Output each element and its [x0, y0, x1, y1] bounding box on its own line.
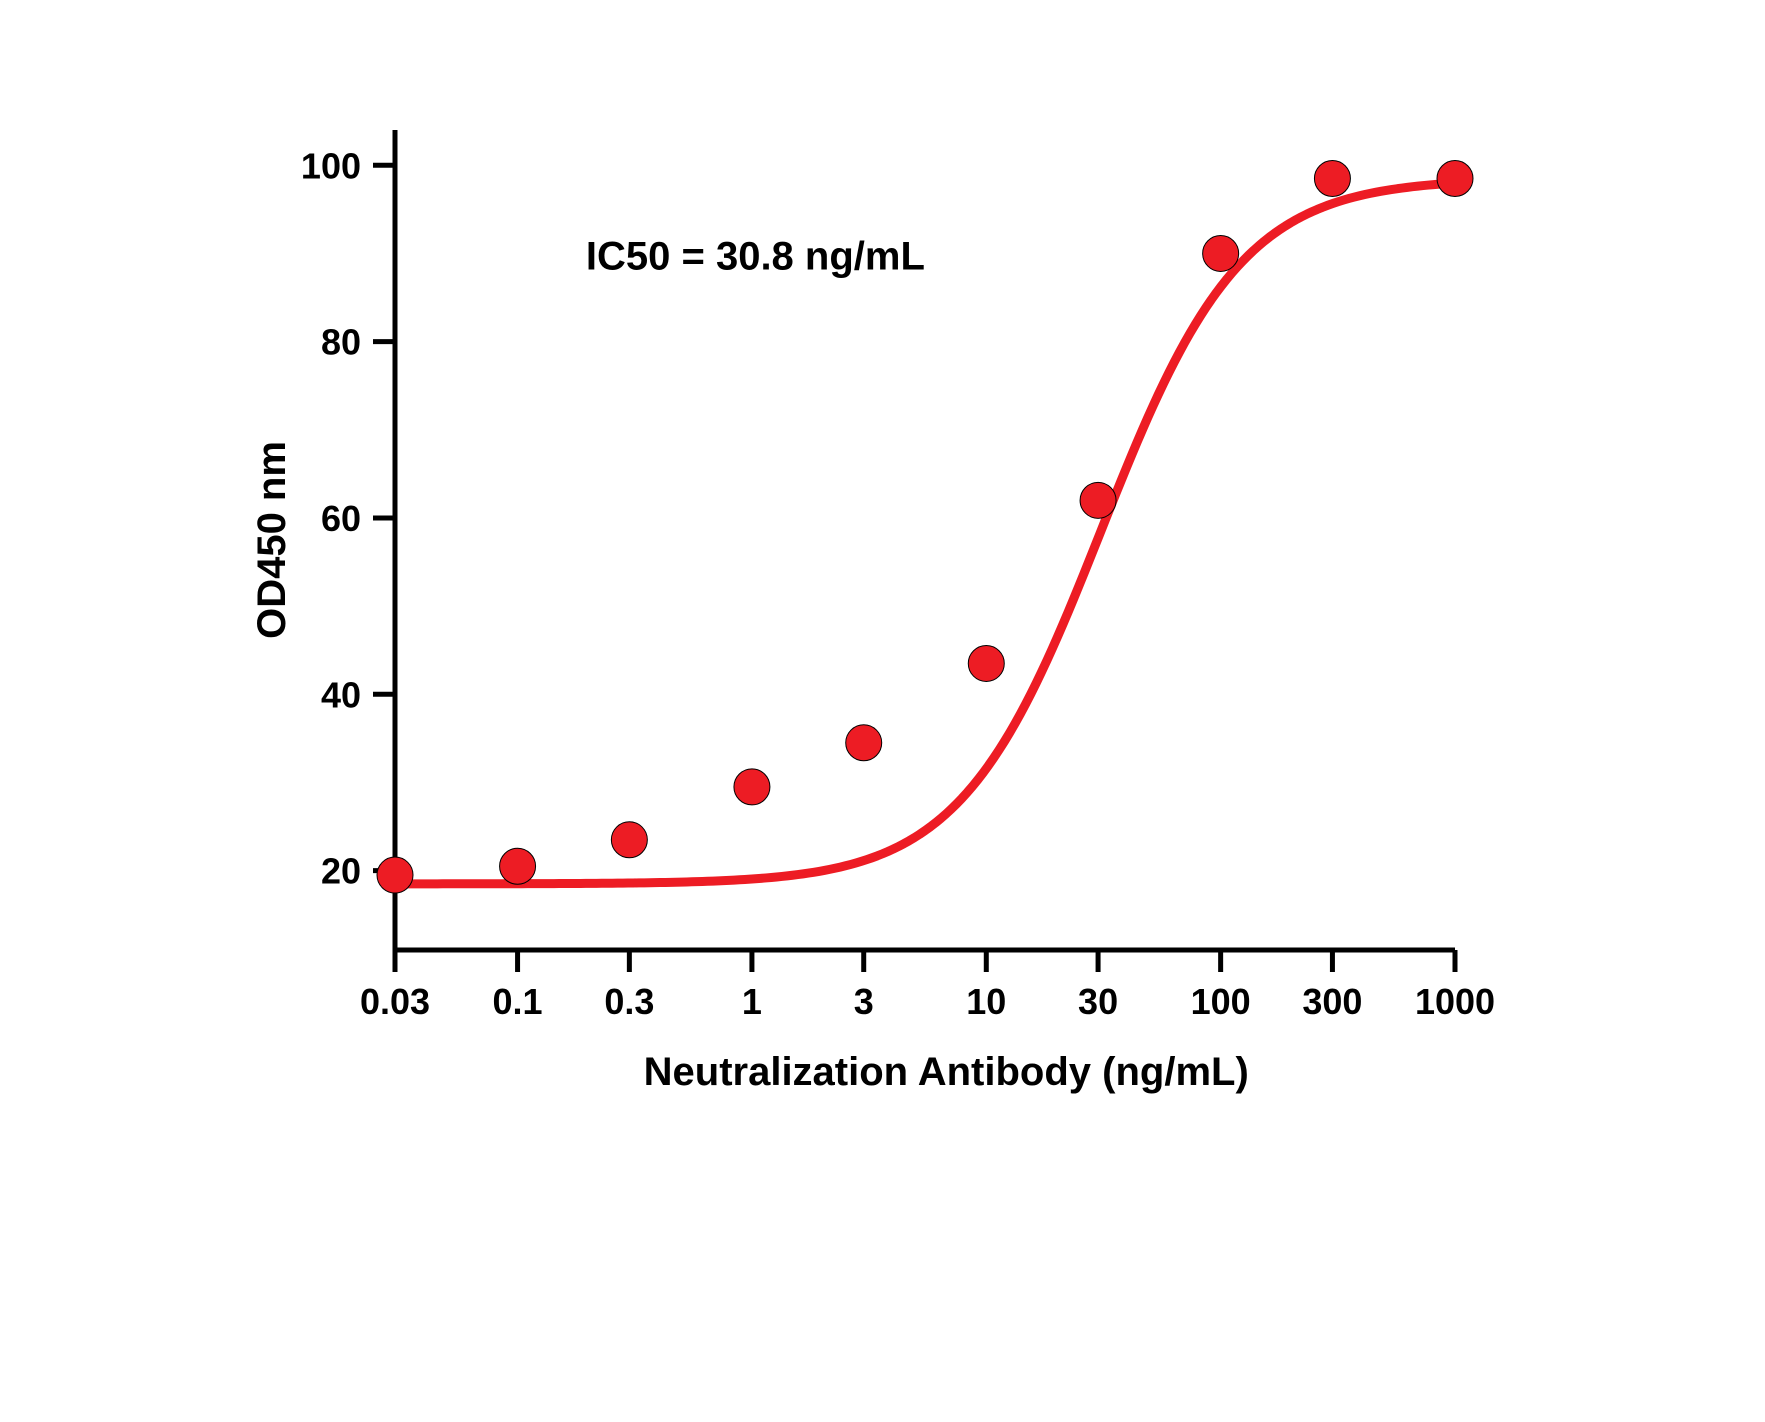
data-point — [1437, 160, 1473, 196]
chart-container: 20 40 60 80 100 0.03 0.1 0.3 1 3 10 30 100 300 1000 Neu… — [250, 100, 1550, 1250]
data-point — [1080, 482, 1116, 518]
data-point — [734, 769, 770, 805]
data-point — [377, 857, 413, 893]
fit-curve — [395, 183, 1455, 884]
y-axis-label: OD450 nm — [250, 441, 294, 639]
data-point — [968, 645, 1004, 681]
x-tick-label: 3 — [854, 981, 874, 1022]
y-tick-label: 20 — [321, 851, 361, 892]
x-axis-label: Neutralization Antibody (ng/mL) — [644, 1050, 1249, 1094]
x-tick-label: 0.1 — [493, 981, 543, 1022]
x-tick-label: 300 — [1302, 981, 1362, 1022]
x-tick-label: 30 — [1078, 981, 1118, 1022]
x-tick-label: 1 — [742, 981, 762, 1022]
y-tick-label: 100 — [301, 145, 361, 186]
data-point — [500, 848, 536, 884]
data-point — [1314, 160, 1350, 196]
y-tick-label: 80 — [321, 322, 361, 363]
ic50-annotation: IC50 = 30.8 ng/mL — [586, 234, 925, 278]
x-tick-label: 10 — [966, 981, 1006, 1022]
y-tick-label: 40 — [321, 674, 361, 715]
x-tick-label: 0.3 — [604, 981, 654, 1022]
y-tick-label: 60 — [321, 498, 361, 539]
data-point — [846, 725, 882, 761]
data-point — [611, 822, 647, 858]
x-tick-label: 100 — [1191, 981, 1251, 1022]
x-tick-label: 1000 — [1415, 981, 1495, 1022]
data-point — [1203, 235, 1239, 271]
chart-svg: 20 40 60 80 100 0.03 0.1 0.3 1 3 10 30 100 300 1000 Neu… — [250, 100, 1550, 1250]
x-tick-label: 0.03 — [360, 981, 430, 1022]
